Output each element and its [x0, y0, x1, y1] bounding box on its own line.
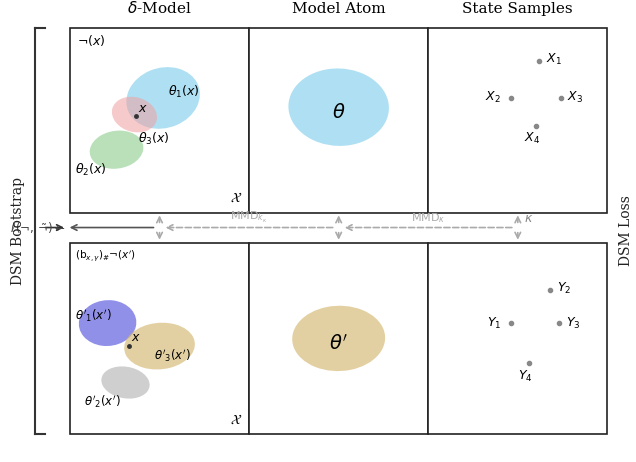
Text: $X_1$: $X_1$	[546, 52, 562, 67]
Text: $\mathcal{X}$: $\mathcal{X}$	[230, 413, 242, 426]
Text: $\mathrm{MMD}_{k_\kappa}$: $\mathrm{MMD}_{k_\kappa}$	[230, 210, 268, 225]
Text: $Y_4$: $Y_4$	[518, 369, 532, 384]
Bar	[428, 243, 607, 434]
Text: $\theta_2(x)$: $\theta_2(x)$	[75, 162, 107, 178]
Text: $\theta'$: $\theta'$	[329, 334, 348, 354]
Ellipse shape	[90, 131, 143, 169]
Text: $\mathcal{X}$: $\mathcal{X}$	[230, 191, 242, 205]
Text: $\theta_1(x)$: $\theta_1(x)$	[169, 85, 200, 100]
Text: $Y_2$: $Y_2$	[557, 281, 572, 296]
Bar	[249, 243, 428, 434]
Text: State Samples: State Samples	[462, 2, 573, 16]
Text: $\theta_3(x)$: $\theta_3(x)$	[138, 131, 170, 146]
Text: $\theta$: $\theta$	[332, 103, 345, 122]
Text: $\neg(x)$: $\neg(x)$	[77, 33, 106, 48]
Text: $Y_1$: $Y_1$	[487, 316, 502, 331]
Text: DSM Bootstrap: DSM Bootstrap	[11, 177, 25, 285]
Text: $\mathrm{MMD}_\kappa$: $\mathrm{MMD}_\kappa$	[411, 212, 445, 225]
Ellipse shape	[292, 306, 385, 371]
Bar	[70, 28, 249, 213]
Text: $X_3$: $X_3$	[567, 91, 583, 105]
Ellipse shape	[124, 322, 195, 370]
Text: $\ell(\neg,\,\tilde{\neg})\leftarrow$: $\ell(\neg,\,\tilde{\neg})\leftarrow$	[10, 220, 65, 235]
Text: DSM Loss: DSM Loss	[619, 195, 633, 267]
Bar	[249, 28, 428, 213]
Bar	[428, 28, 607, 213]
Text: $\theta'_1(x')$: $\theta'_1(x')$	[75, 307, 112, 324]
Text: Model Atom: Model Atom	[292, 2, 385, 16]
Text: $Y_3$: $Y_3$	[566, 316, 581, 331]
Text: $\delta$-Model: $\delta$-Model	[127, 0, 192, 16]
Ellipse shape	[288, 68, 389, 146]
Text: $\theta'_3(x')$: $\theta'_3(x')$	[154, 347, 191, 364]
Text: $X_2$: $X_2$	[485, 91, 501, 105]
Bar	[70, 243, 249, 434]
Ellipse shape	[101, 366, 149, 399]
Text: $\kappa$: $\kappa$	[524, 212, 534, 225]
Ellipse shape	[112, 97, 157, 133]
Ellipse shape	[127, 67, 200, 129]
Ellipse shape	[79, 300, 136, 346]
Text: $x$: $x$	[130, 331, 141, 344]
Text: $(\mathrm{b}_{x,\gamma})_\# \neg(x^\prime)$: $(\mathrm{b}_{x,\gamma})_\# \neg(x^\prim…	[75, 248, 136, 263]
Text: $x$: $x$	[137, 102, 148, 115]
Text: $\theta'_2(x')$: $\theta'_2(x')$	[85, 393, 121, 410]
Text: $X_4$: $X_4$	[524, 131, 540, 146]
